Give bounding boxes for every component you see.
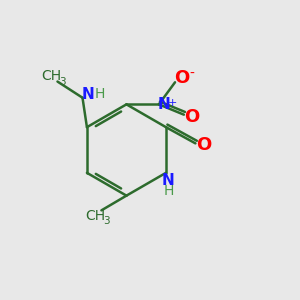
Text: N: N <box>158 97 170 112</box>
Text: O: O <box>184 108 200 126</box>
Text: H: H <box>95 87 105 101</box>
Text: H: H <box>163 184 173 198</box>
Text: -: - <box>189 67 194 81</box>
Text: O: O <box>174 69 189 87</box>
Text: 3: 3 <box>59 76 66 86</box>
Text: 3: 3 <box>103 216 110 226</box>
Text: N: N <box>81 87 94 102</box>
Text: O: O <box>196 136 211 154</box>
Text: CH: CH <box>85 209 105 223</box>
Text: N: N <box>162 173 175 188</box>
Text: +: + <box>168 98 177 108</box>
Text: CH: CH <box>41 69 61 83</box>
